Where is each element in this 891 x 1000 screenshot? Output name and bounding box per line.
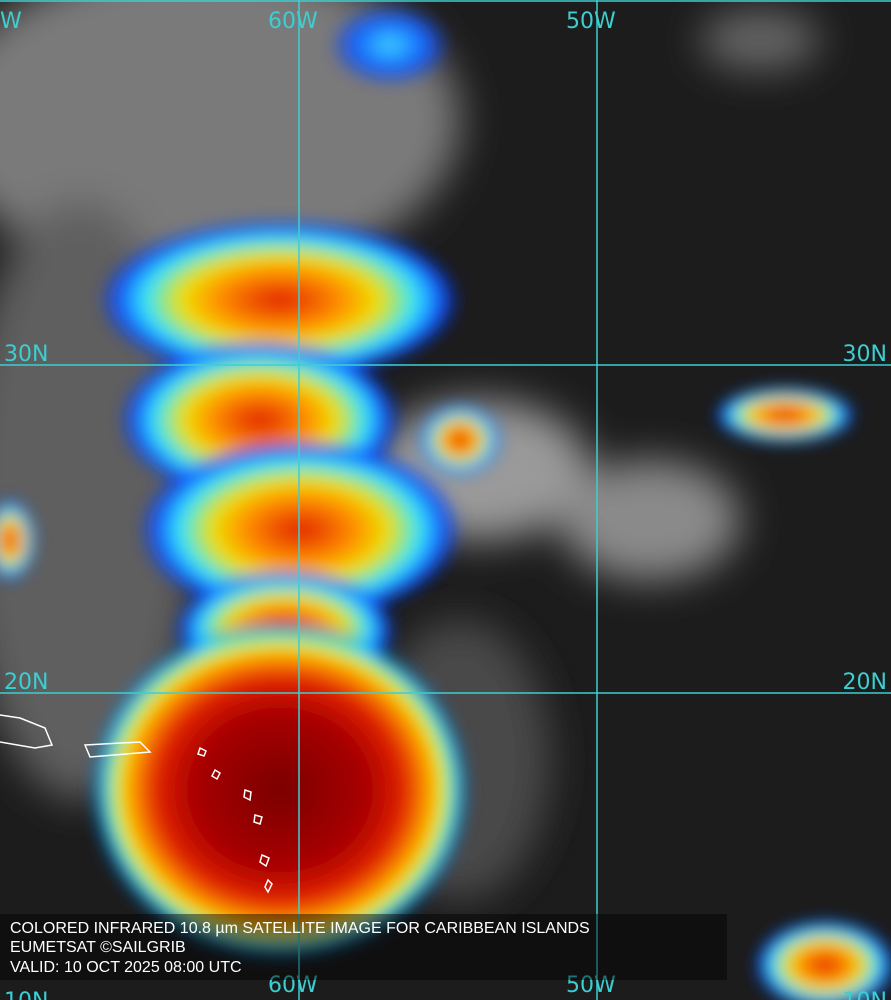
- lon-label: 60W: [268, 9, 318, 34]
- lat-label: 10N: [4, 989, 48, 1000]
- caption-line: VALID: 10 OCT 2025 08:00 UTC: [10, 959, 242, 976]
- lon-label: 50W: [566, 9, 616, 34]
- caption-box: [0, 914, 727, 980]
- lat-label: 10N: [843, 989, 887, 1000]
- convective-clouds: [0, 5, 891, 1000]
- caption-line: COLORED INFRARED 10.8 µm SATELLITE IMAGE…: [10, 920, 590, 937]
- lat-label: 30N: [843, 342, 887, 367]
- lon-label: 50W: [566, 973, 616, 998]
- caption-line: EUMETSAT ©SAILGRIB: [10, 939, 186, 956]
- lat-label: 20N: [4, 670, 48, 695]
- lon-label: 60W: [268, 973, 318, 998]
- lon-label: 70W: [0, 9, 22, 34]
- lat-label: 30N: [4, 342, 48, 367]
- coastlines: [0, 714, 273, 894]
- lat-label: 20N: [843, 670, 887, 695]
